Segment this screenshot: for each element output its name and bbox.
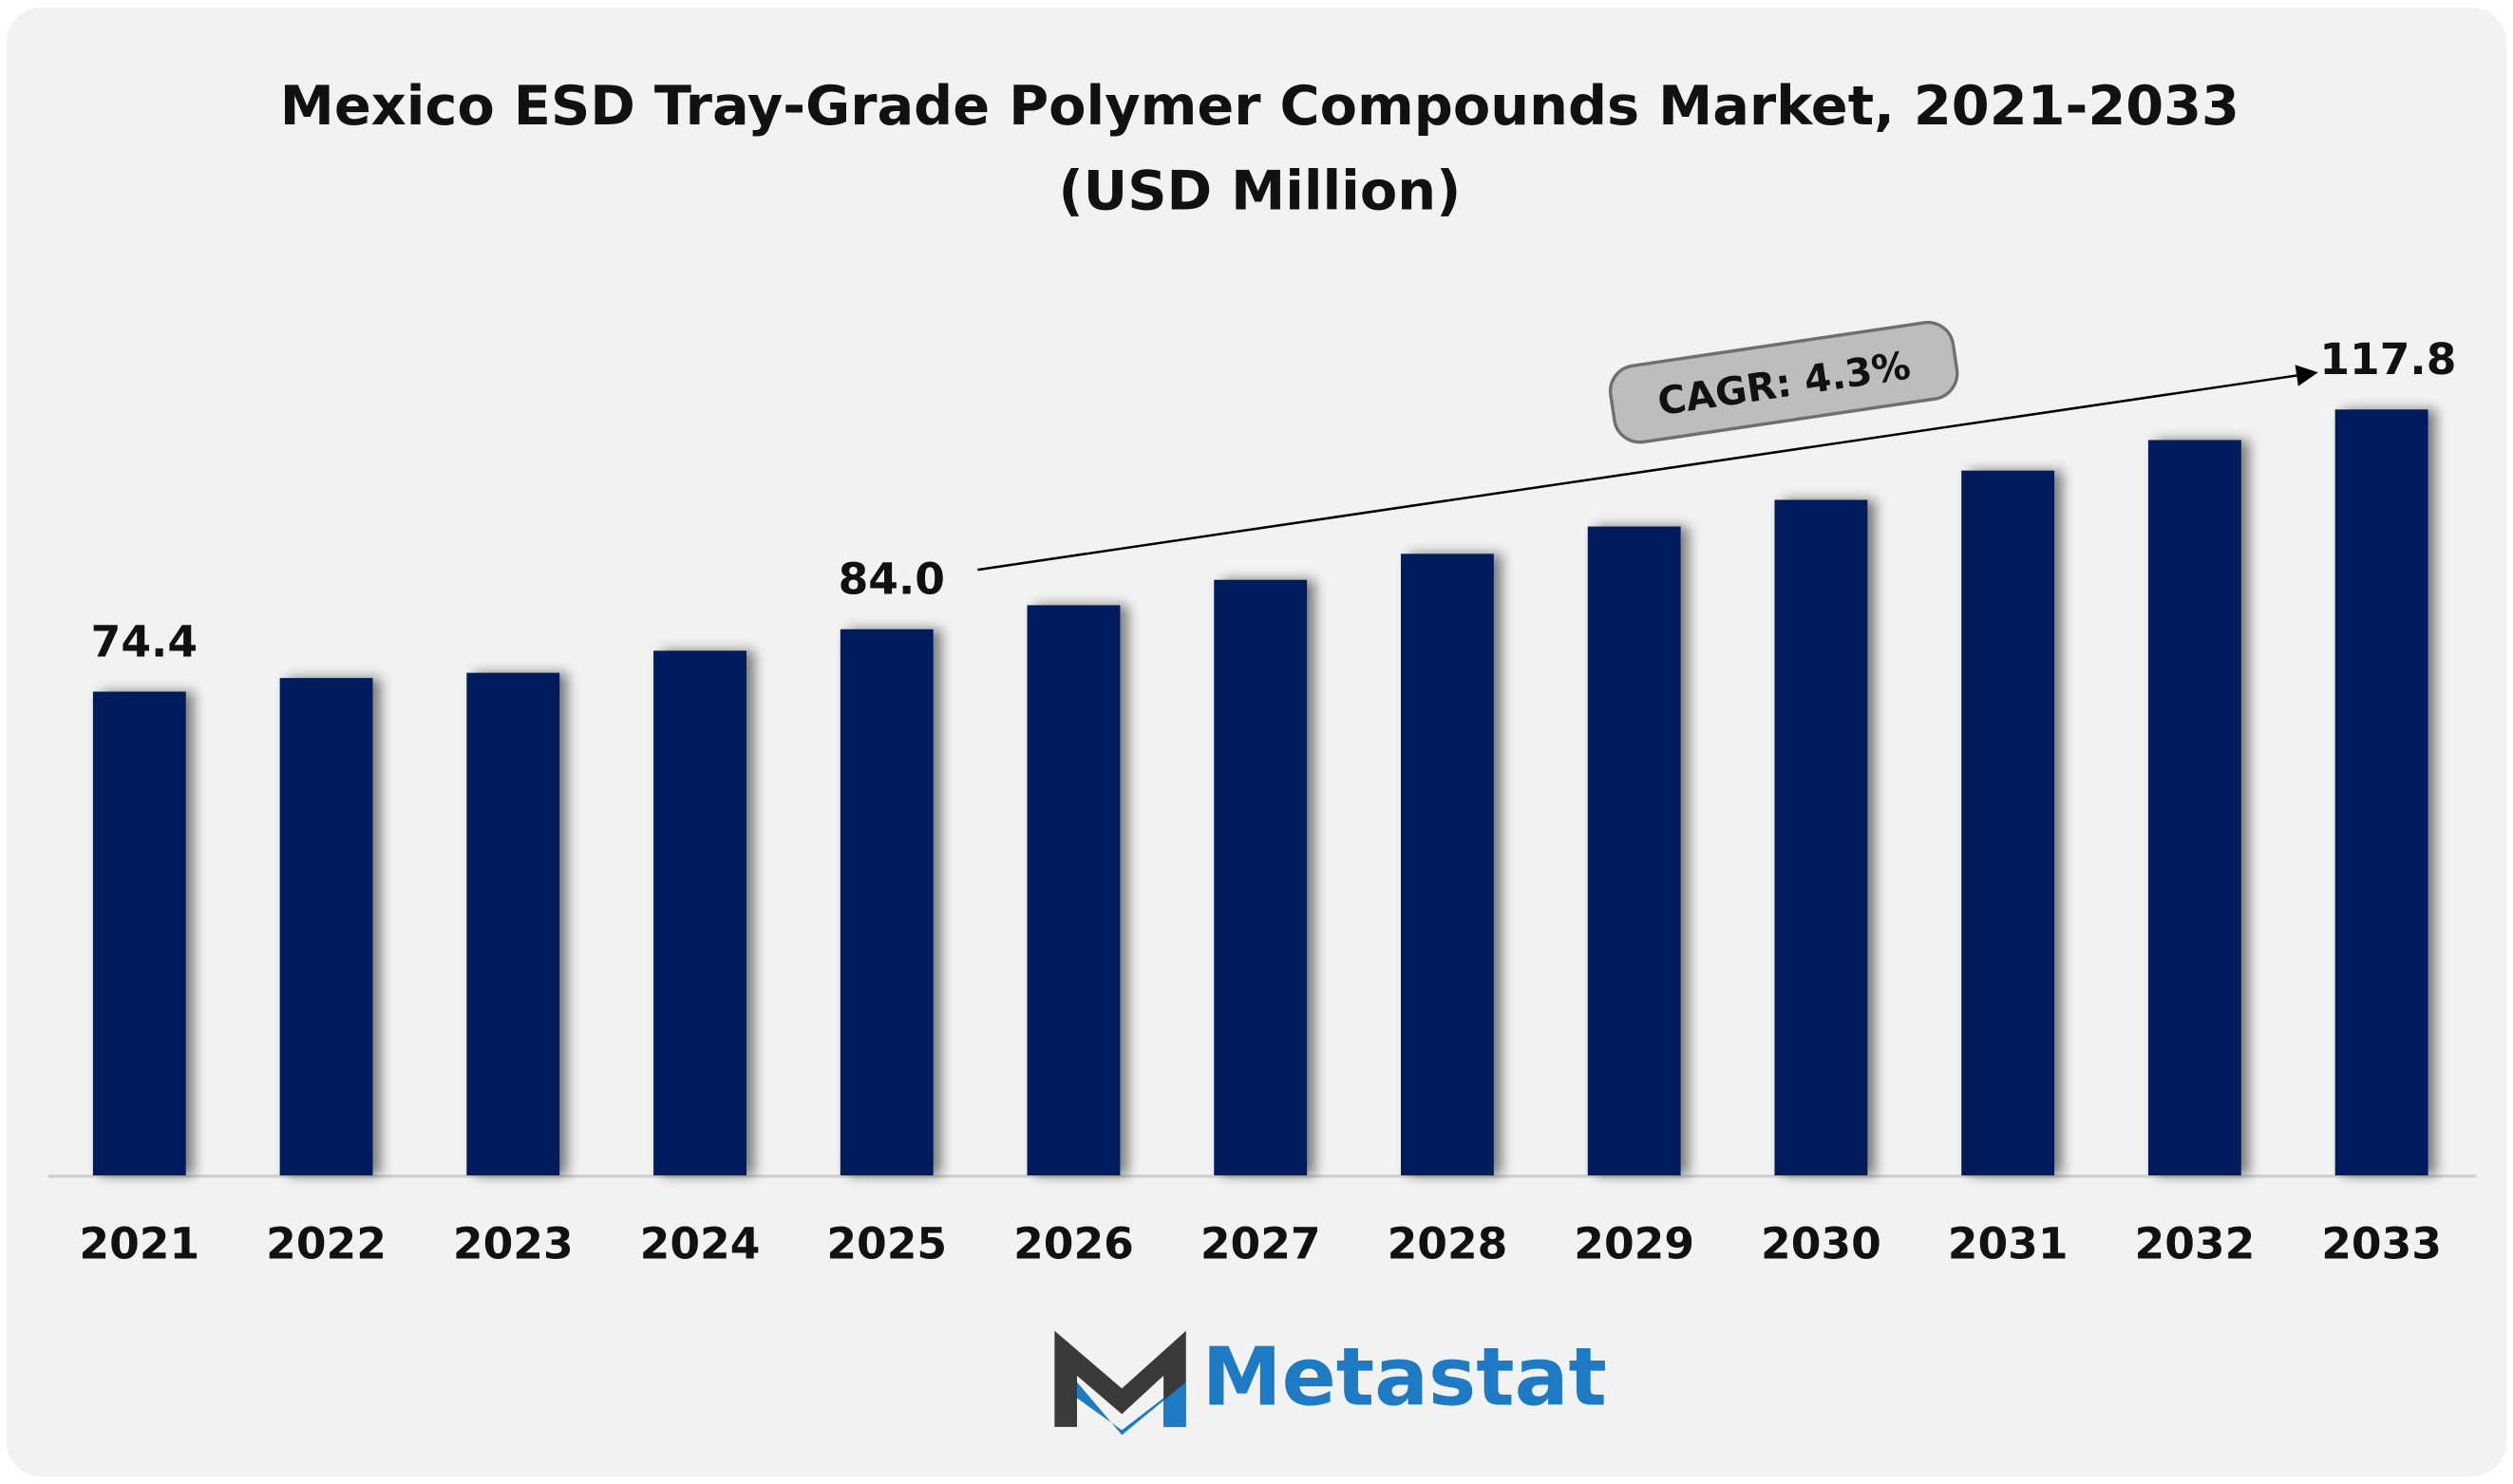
x-tick-label: 2021 <box>79 1219 199 1269</box>
value-label: 117.8 <box>2319 334 2456 385</box>
bar <box>92 691 186 1175</box>
x-tick-label: 2023 <box>453 1219 574 1269</box>
x-tick-label: 2030 <box>1761 1219 1881 1269</box>
logo-icon-accent <box>1077 1381 1186 1436</box>
cagr-pill <box>1608 320 1959 444</box>
chart-title: Mexico ESD Tray-Grade Polymer Compounds … <box>280 74 2239 138</box>
bar <box>1027 605 1121 1175</box>
x-tick-label: 2028 <box>1388 1219 1508 1269</box>
bar <box>1214 579 1308 1175</box>
bar <box>466 672 560 1175</box>
bar <box>1401 554 1494 1175</box>
bar <box>2147 440 2241 1175</box>
bar <box>1774 499 1868 1175</box>
x-tick-label: 2029 <box>1574 1219 1694 1269</box>
value-label: 84.0 <box>839 554 945 605</box>
cagr-arrow <box>977 365 2318 572</box>
logo-text: Metastat <box>1202 1330 1607 1423</box>
x-tick-label: 2026 <box>1013 1219 1134 1269</box>
value-label: 74.4 <box>91 616 198 667</box>
x-tick-label: 2022 <box>266 1219 387 1269</box>
bar <box>2334 409 2428 1175</box>
x-tick-label: 2024 <box>640 1219 761 1269</box>
bar <box>840 629 934 1175</box>
bar <box>653 650 746 1175</box>
x-tick-label: 2027 <box>1200 1219 1321 1269</box>
chart-subtitle: (USD Million) <box>1058 159 1461 222</box>
x-tick-label: 2031 <box>1948 1219 2069 1269</box>
logo: Metastat <box>1054 1330 1607 1436</box>
x-tick-label: 2032 <box>2135 1219 2256 1269</box>
bar <box>1587 526 1681 1175</box>
bar <box>1961 470 2055 1175</box>
x-tick-label: 2025 <box>826 1219 947 1269</box>
bar <box>279 678 373 1175</box>
x-tick-label: 2033 <box>2321 1219 2442 1269</box>
